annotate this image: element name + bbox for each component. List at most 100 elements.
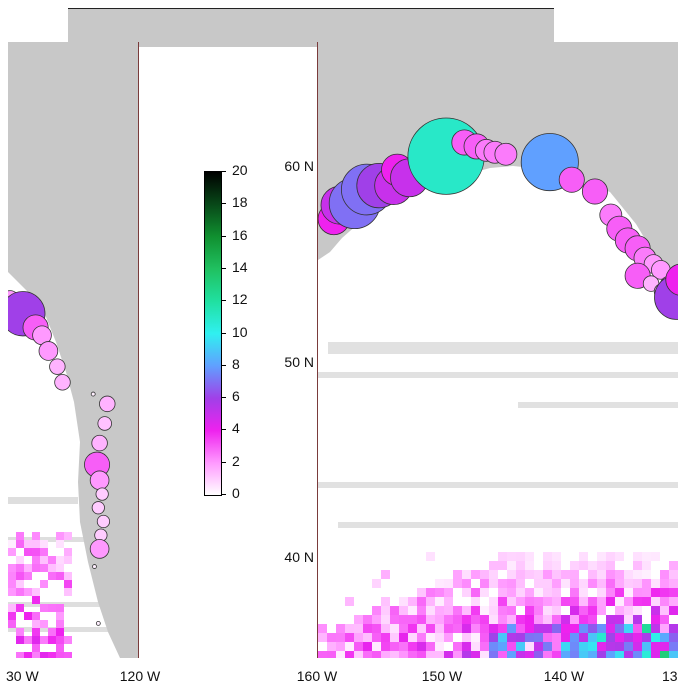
heatmap-cell — [615, 579, 624, 588]
heatmap-cell — [597, 642, 606, 651]
heatmap-cell — [534, 633, 543, 642]
heatmap-cell — [48, 604, 56, 612]
heatmap-cell — [64, 636, 72, 644]
heatmap-cell — [516, 642, 525, 651]
heatmap-cell — [669, 633, 678, 642]
heatmap-cell — [570, 606, 579, 615]
heatmap-cell — [561, 651, 570, 658]
heatmap-cell — [426, 552, 435, 561]
station-circle — [665, 263, 678, 296]
heatmap-cell — [552, 597, 561, 606]
heatmap-cell — [56, 628, 64, 636]
heatmap-cell — [606, 597, 615, 606]
right-ocean-water — [318, 166, 678, 658]
colorbar-tick-mark — [221, 461, 226, 463]
station-circle — [95, 487, 109, 501]
heatmap-cell — [507, 606, 516, 615]
heatmap-cell — [336, 642, 345, 651]
heatmap-cell — [516, 615, 525, 624]
heatmap-cell — [462, 633, 471, 642]
station-circle — [558, 166, 585, 193]
heatmap-cell — [552, 624, 561, 633]
heatmap-cell — [56, 540, 64, 548]
heatmap-cell — [525, 597, 534, 606]
heatmap-cell — [399, 624, 408, 633]
heatmap-cell — [381, 615, 390, 624]
heatmap-cell — [480, 606, 489, 615]
heatmap-cell — [435, 642, 444, 651]
heatmap-cell — [8, 564, 16, 572]
heatmap-cell — [40, 580, 48, 588]
heatmap-cell — [660, 633, 669, 642]
heatmap-cell — [525, 561, 534, 570]
heatmap-cell — [426, 588, 435, 597]
heatmap-cell — [32, 620, 40, 628]
heatmap-cell — [534, 642, 543, 651]
heatmap-cell — [354, 642, 363, 651]
heatmap-cell — [516, 651, 525, 658]
heatmap-cell — [534, 651, 543, 658]
heatmap-cell — [651, 588, 660, 597]
ocean-area — [318, 166, 678, 658]
heatmap-cell — [579, 588, 588, 597]
heatmap-cell — [390, 624, 399, 633]
heatmap-cell — [606, 570, 615, 579]
heatmap-cell — [8, 620, 16, 628]
heatmap-cell — [516, 633, 525, 642]
heatmap-cell — [390, 606, 399, 615]
heatmap-cell — [435, 633, 444, 642]
heatmap-cell — [498, 624, 507, 633]
station-circle — [89, 470, 110, 491]
heatmap-cell — [624, 579, 633, 588]
heatmap-cell — [489, 561, 498, 570]
heatmap-cell — [40, 652, 48, 658]
heatmap-cell — [426, 651, 435, 658]
heatmap-cell — [372, 606, 381, 615]
heatmap-cell — [390, 651, 399, 658]
heatmap-cell — [56, 612, 64, 620]
heatmap-cell — [56, 620, 64, 628]
colorbar-tick-label: 2 — [232, 452, 240, 469]
heatmap-cell — [642, 579, 651, 588]
heatmap-cell — [669, 642, 678, 651]
station-circle — [54, 374, 71, 391]
heatmap-cell — [16, 532, 24, 540]
heatmap-cell — [16, 628, 24, 636]
heatmap-cell — [660, 606, 669, 615]
heatmap-cell — [471, 597, 480, 606]
heatmap-cell — [471, 570, 480, 579]
heatmap-cell — [525, 615, 534, 624]
heatmap-cell — [597, 579, 606, 588]
heatmap-cell — [633, 561, 642, 570]
heatmap-cell — [498, 651, 507, 658]
heatmap-cell — [24, 588, 32, 596]
heatmap-cell — [624, 570, 633, 579]
heatmap-cell — [570, 597, 579, 606]
heatmap-cell — [32, 556, 40, 564]
heatmap-cell — [498, 588, 507, 597]
heatmap-cell — [408, 633, 417, 642]
colorbar-tick-label: 10 — [232, 323, 248, 340]
heatmap-cell — [471, 615, 480, 624]
station-circle — [49, 358, 66, 375]
heatmap-cell — [570, 651, 579, 658]
heatmap-cell — [552, 651, 561, 658]
heatmap-cell — [525, 606, 534, 615]
heatmap-cell — [543, 606, 552, 615]
heatmap-cell — [354, 624, 363, 633]
lon-label-130w: 13 — [662, 668, 678, 684]
heatmap-cell — [561, 624, 570, 633]
heatmap-cell — [525, 633, 534, 642]
heatmap-cell — [417, 624, 426, 633]
heatmap-cell — [372, 642, 381, 651]
heatmap-cell — [480, 642, 489, 651]
heatmap-cell — [660, 642, 669, 651]
heatmap-cell — [669, 588, 678, 597]
heatmap-cell — [606, 624, 615, 633]
heatmap-cell — [633, 552, 642, 561]
heatmap-cell — [615, 588, 624, 597]
heatmap-cell — [417, 651, 426, 658]
heatmap-cell — [606, 579, 615, 588]
heatmap-cell — [48, 636, 56, 644]
lon-label-140w: 140 W — [543, 668, 585, 684]
